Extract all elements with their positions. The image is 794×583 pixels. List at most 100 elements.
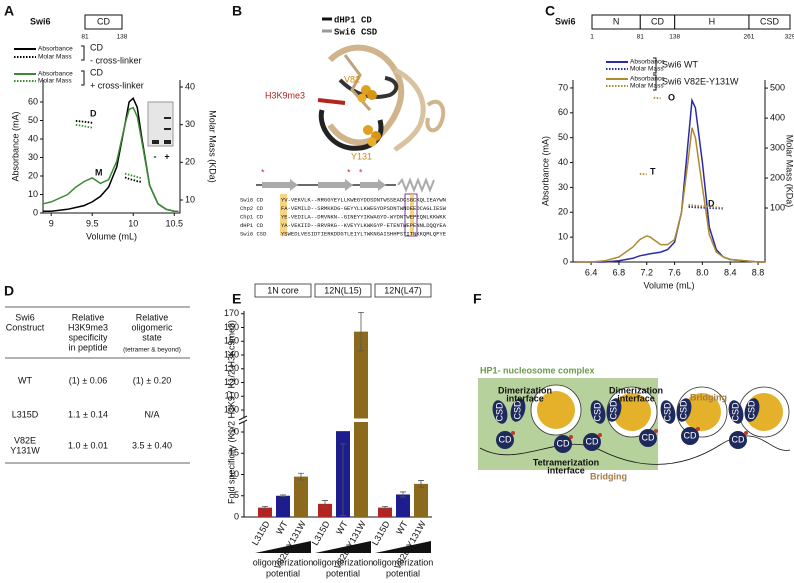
bar (276, 495, 290, 517)
x-tick-label: WT (394, 519, 410, 537)
y-tick-label: 30 (28, 152, 38, 162)
csd-label: CSD (662, 402, 672, 422)
domain-label: CSD (760, 16, 780, 26)
lane-label: - (154, 151, 157, 161)
histone-mark (744, 431, 748, 435)
table-header: specificity (68, 332, 108, 342)
sequence-name: Swi6 CSD (240, 230, 267, 237)
y-tick-label: 40 (28, 133, 38, 143)
csd-label: CSD (730, 402, 740, 422)
legend-group-label: CD (90, 67, 103, 77)
y2-tick-label: 100 (770, 202, 785, 212)
sphere (363, 125, 373, 135)
strand (262, 179, 298, 191)
y2-tick-label: 200 (770, 172, 785, 182)
gel-band (164, 117, 171, 119)
error-bar (322, 500, 328, 508)
y-tick-label: 50 (28, 115, 38, 125)
cd-label: CD (732, 434, 745, 444)
histone-mark (511, 431, 515, 435)
legend-group-label: Swi6 V82E-Y131W (662, 76, 739, 86)
table-cell: 1.0 ± 0.01 (68, 440, 108, 450)
table-cell: Y131W (10, 445, 40, 455)
data-line (639, 96, 724, 209)
bar (354, 331, 368, 517)
x-tick-label: L315D (310, 519, 332, 547)
annotation: T (650, 166, 656, 176)
cd-label: CD (586, 436, 599, 446)
data-line (75, 120, 142, 183)
y2-tick-label: 400 (770, 112, 785, 122)
interface-label: interface (617, 393, 655, 403)
y2-tick-label: 10 (185, 194, 195, 204)
nucleosome (683, 393, 721, 431)
protein-name: Swi6 (30, 16, 51, 26)
y-tick-label: 5 (234, 490, 239, 500)
error-bar (340, 443, 346, 517)
error-bar (400, 491, 406, 498)
bar (258, 507, 272, 517)
potential-label: potential (326, 568, 360, 578)
group-label: 12N(L15) (324, 285, 362, 295)
x-tick-label: WT (334, 519, 350, 537)
axis-break (240, 418, 432, 422)
y2-axis-label: Molar Mass (KDa) (208, 110, 218, 183)
y-tick-label: 0 (563, 256, 568, 266)
annotation: D (708, 198, 715, 208)
panel-label: B (232, 3, 242, 19)
legend-group-label: Swi6 WT (662, 59, 699, 69)
cd-label: CD (557, 438, 570, 448)
structure-label: H3K9me3 (265, 90, 305, 100)
interface-label: Dimerization (498, 385, 552, 395)
legend-label: Molar Mass (38, 78, 72, 85)
nucleosome (537, 391, 575, 429)
y-tick-label: 150 (224, 336, 239, 346)
y2-tick-label: 30 (185, 119, 195, 129)
panel-label: C (545, 3, 555, 19)
table-cell: (1) ± 0.06 (69, 375, 107, 385)
domain-label: H (709, 16, 716, 26)
csd-domain (676, 398, 692, 422)
legend-label: Absorbance (630, 59, 665, 66)
annotation: D (90, 108, 97, 118)
legend-bracket (81, 70, 85, 86)
cd-domain (583, 433, 601, 451)
cd-domain (681, 427, 699, 445)
y-tick-label: 15 (229, 448, 239, 458)
sequence: YV-VEKVLK--RRGGYEYLLKWEGYDDSDNTWSSEADCSG… (281, 196, 446, 203)
sphere (367, 137, 377, 147)
table-cell: N/A (144, 409, 159, 419)
domain-label: CD (651, 16, 664, 26)
ribbon (327, 44, 405, 146)
csd-label: CSD (512, 400, 522, 420)
legend-group-label: + cross-linker (90, 80, 144, 90)
panel-label: E (232, 291, 241, 307)
cd-domain (639, 429, 657, 447)
legend-label: Molar Mass (38, 54, 72, 61)
table-header: Swi6 (15, 312, 35, 322)
table-cell: V82E (14, 435, 36, 445)
y-tick-label: 110 (225, 391, 239, 401)
legend-group-label: - cross-linker (90, 55, 142, 65)
y2-axis-label: Molar Mass (KDa) (785, 135, 794, 208)
sequence-name: Chp2 CD (240, 205, 264, 212)
legend-bracket (653, 57, 657, 74)
y-tick-label: 30 (558, 182, 568, 192)
histone-mark (654, 429, 658, 433)
error-bar (382, 505, 388, 510)
highlight (280, 194, 287, 236)
legend-label: Molar Mass (630, 66, 664, 73)
csd-label: CSD (678, 400, 688, 420)
csd-domain (510, 398, 526, 422)
x-axis-label: Volume (mL) (86, 231, 137, 241)
lane-label: + (164, 151, 169, 161)
sequence-name: dHP1 CD (240, 222, 264, 229)
bridging-label: Bridging (690, 392, 727, 402)
table-cell: 1.1 ± 0.14 (68, 409, 108, 419)
interface-label: interface (506, 393, 544, 403)
group-box (374, 283, 432, 298)
star: * (347, 167, 351, 177)
data-line (75, 123, 142, 180)
x-tick-label: L315D (250, 519, 272, 547)
structure-legend: Swi6 CSD (334, 27, 378, 37)
